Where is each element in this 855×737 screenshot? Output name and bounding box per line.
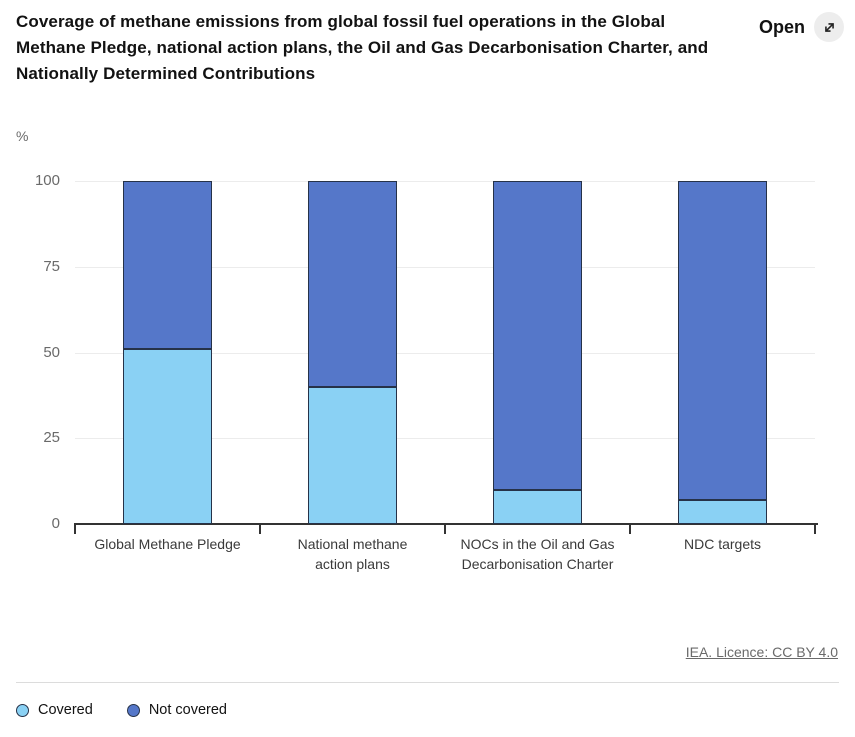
- x-axis-tick: [629, 525, 631, 534]
- bar-segment-not-covered[interactable]: [308, 181, 397, 387]
- y-axis-unit-label: %: [16, 128, 29, 144]
- x-axis-category-label: Global Methane Pledge: [75, 534, 260, 554]
- x-axis-tick: [444, 525, 446, 534]
- legend-label: Not covered: [148, 702, 227, 718]
- legend-item-not-covered[interactable]: Not covered: [126, 702, 227, 718]
- open-button[interactable]: Open: [759, 12, 844, 42]
- x-axis-category-label: NOCs in the Oil and Gas Decarbonisation C…: [445, 534, 630, 574]
- x-axis-tick: [259, 525, 261, 534]
- y-axis-tick-label: 0: [51, 515, 60, 532]
- legend-swatch-icon: [126, 703, 140, 717]
- y-axis-tick-label: 75: [43, 257, 60, 275]
- x-axis-category-label-line: NDC targets: [683, 536, 762, 552]
- gridline: [75, 266, 815, 268]
- expand-diagonal-arrow-icon: [814, 12, 844, 42]
- bar-segment-covered[interactable]: [493, 489, 582, 524]
- bar-segment-covered[interactable]: [308, 386, 397, 524]
- legend-swatch-icon: [16, 703, 29, 717]
- bar-segment-not-covered[interactable]: [678, 181, 767, 500]
- licence-link[interactable]: IEA. Licence: CC BY 4.0: [685, 644, 838, 660]
- x-axis-category-label: NDC targets: [630, 534, 815, 554]
- footer-divider: [16, 682, 839, 683]
- bar-segment-covered[interactable]: [123, 349, 212, 524]
- chart-title: Coverage of methane emissions from globa…: [16, 12, 709, 83]
- gridline: [75, 438, 815, 440]
- y-axis-tick-label: 25: [43, 429, 60, 447]
- legend-label: Covered: [38, 702, 93, 718]
- x-axis-category-label-line: National methane: [297, 536, 408, 552]
- gridline: [75, 181, 815, 182]
- x-axis-tick: [74, 525, 76, 534]
- x-axis-category-label: National methane action plans: [260, 534, 445, 574]
- gridline: [75, 352, 815, 354]
- bar-segment-not-covered[interactable]: [493, 181, 582, 490]
- x-axis-line: [74, 523, 818, 525]
- bar-segment-covered[interactable]: [678, 499, 767, 524]
- x-axis-category-label-line: action plans: [315, 556, 390, 572]
- open-button-label: Open: [758, 16, 805, 37]
- x-axis-category-label-line: Global Methane Pledge: [94, 536, 241, 552]
- legend: Covered Not covered: [16, 702, 227, 718]
- y-axis-tick-label: 50: [43, 343, 60, 361]
- legend-item-covered[interactable]: Covered: [16, 702, 93, 718]
- bar-segment-not-covered[interactable]: [123, 181, 212, 350]
- x-axis-tick: [814, 525, 816, 534]
- x-axis-category-label-line: Decarbonisation Charter: [461, 556, 614, 572]
- x-axis-category-label-line: NOCs in the Oil and Gas: [460, 536, 615, 552]
- y-axis-tick-label: 100: [34, 172, 60, 189]
